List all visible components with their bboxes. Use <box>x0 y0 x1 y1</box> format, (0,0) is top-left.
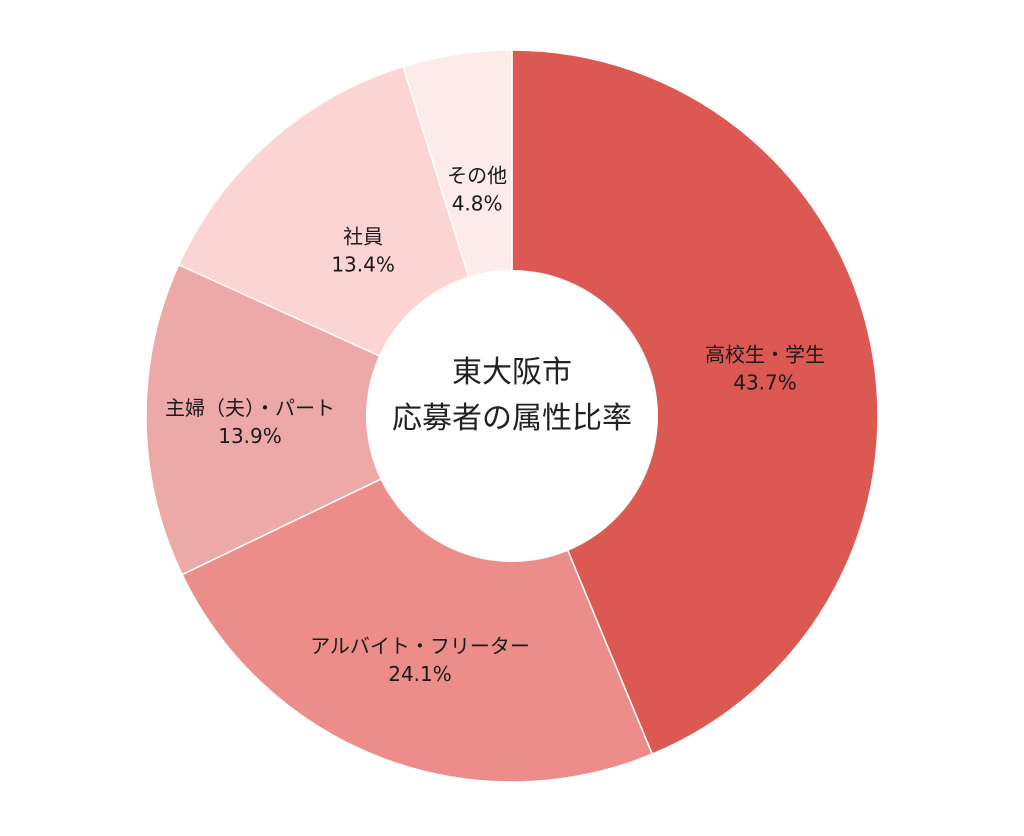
labels-group: 高校生・学生 43.7% アルバイト・フリーター 24.1% 主婦（夫）・パート 13.9… <box>165 164 825 686</box>
slice-value-parttime-freeter: 24.1% <box>388 662 452 686</box>
donut-hole <box>366 270 658 562</box>
slice-value-homemaker-parttime: 13.9% <box>218 424 282 448</box>
slice-label-employee: 社員 <box>343 224 383 248</box>
slice-label-parttime-freeter: アルバイト・フリーター <box>310 634 530 658</box>
slice-label-highschool-student: 高校生・学生 <box>705 343 825 367</box>
slice-value-other: 4.8% <box>452 192 503 216</box>
slice-value-employee: 13.4% <box>331 252 395 276</box>
slice-highschool-student <box>511 49 879 756</box>
center-title-line-1: 東大阪市 <box>452 355 572 390</box>
slice-value-highschool-student: 43.7% <box>733 371 797 395</box>
slice-label-other: その他 <box>447 164 507 188</box>
slice-label-homemaker-parttime: 主婦（夫）・パート <box>165 396 335 420</box>
center-title-line-2: 応募者の属性比率 <box>392 401 632 436</box>
slice-homemaker-parttime <box>145 263 514 576</box>
